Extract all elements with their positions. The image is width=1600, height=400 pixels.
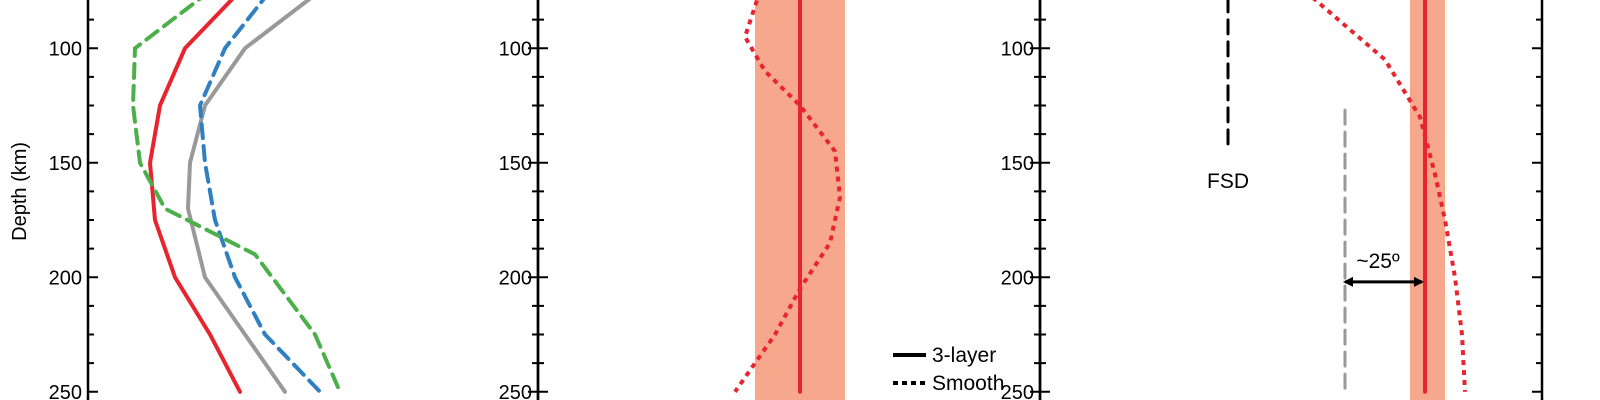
y-tick-label: 100 <box>499 38 532 60</box>
y-tick-label: 150 <box>49 153 82 175</box>
series-line-2 <box>1312 0 1467 392</box>
y-tick-label: 100 <box>49 38 82 60</box>
y-tick-label: 250 <box>499 382 532 400</box>
y-tick-label: 200 <box>499 267 532 289</box>
legend-label-1: 3-layer <box>932 344 996 367</box>
panel-2: 100 150 200 250 3-layer Smooth <box>499 0 1042 400</box>
legend-label-2: Smooth <box>932 372 1004 395</box>
y-tick-label: 200 <box>1001 267 1034 289</box>
y-tick-label: 150 <box>1001 153 1034 175</box>
series-line-4 <box>130 0 342 394</box>
uncertainty-band <box>1410 0 1445 400</box>
annotation-label-2: ~25º <box>1356 250 1400 273</box>
annotation-label-1: FSD <box>1207 170 1249 193</box>
y-axis-label: Depth (km) <box>9 142 31 241</box>
y-tick-label: 100 <box>1001 38 1034 60</box>
series-line-2 <box>185 0 312 394</box>
series-line-3 <box>197 0 322 394</box>
y-tick-label: 250 <box>1001 382 1034 400</box>
panel-1: 100 150 200 250 Depth (km) <box>9 0 540 400</box>
y-tick-label: 250 <box>49 382 82 400</box>
y-tick-label: 150 <box>499 153 532 175</box>
series-line-1 <box>147 0 242 394</box>
y-tick-label: 200 <box>49 267 82 289</box>
panel-3: 100 150 200 250 FSD ~25º <box>1001 0 1544 400</box>
